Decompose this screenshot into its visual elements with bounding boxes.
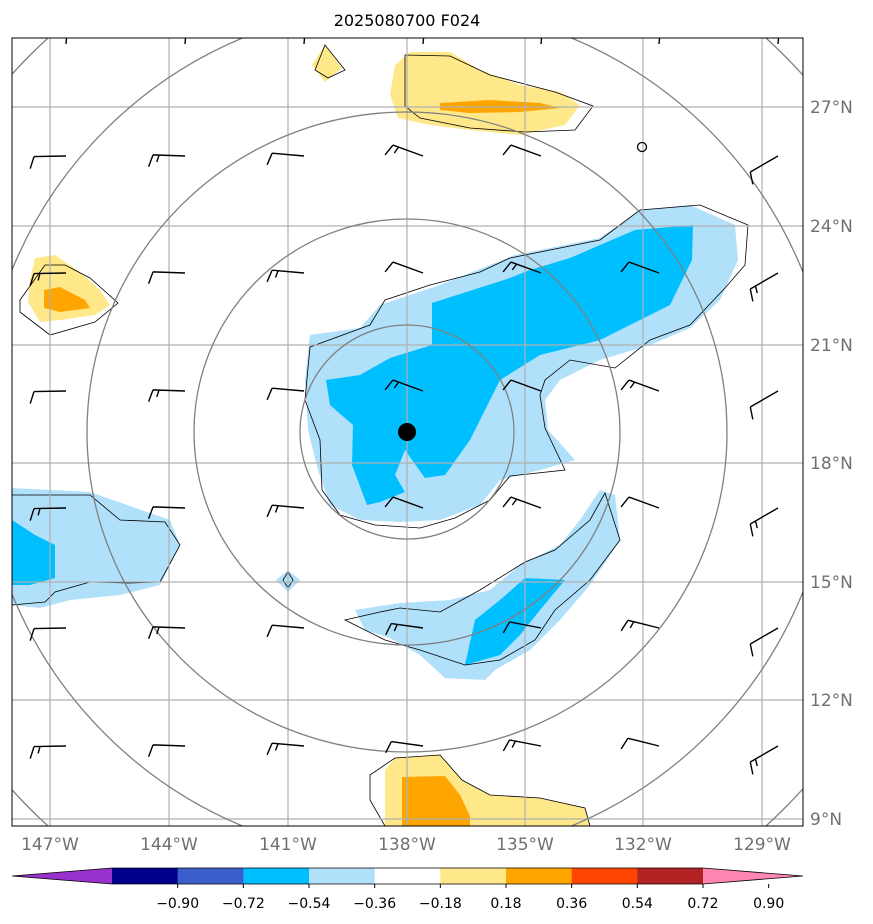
- wind-barb: [413, 38, 427, 45]
- lat-label: 9°N: [810, 810, 842, 830]
- wind-barb: [29, 390, 67, 404]
- wind-barb: [502, 496, 542, 509]
- wind-barb: [749, 627, 779, 657]
- wind-barb: [266, 624, 305, 638]
- wind-barb: [620, 261, 660, 274]
- wind-barb: [266, 269, 305, 283]
- colorbar-tick-label: −0.72: [222, 896, 265, 912]
- colorbar-segment: [440, 868, 507, 884]
- lat-label: 21°N: [810, 336, 853, 356]
- colorbar-tick-label: 0.18: [490, 896, 521, 912]
- map-title: 2025080700 F024: [334, 11, 481, 30]
- map-frame: [11, 37, 804, 827]
- wind-barb: [749, 390, 779, 420]
- lon-label: 141°W: [259, 835, 317, 855]
- blue-fields: [12, 225, 693, 665]
- wind-barb: [56, 38, 70, 45]
- wind-barbs: [29, 38, 782, 775]
- wind-barb: [266, 387, 305, 401]
- latitude-labels: 27°N 24°N 21°N 18°N 15°N 12°N 9°N: [810, 98, 853, 830]
- wind-barb: [266, 504, 305, 518]
- colorbar-segment: [177, 868, 244, 884]
- colorbar-segment: [571, 868, 638, 884]
- wind-barb: [147, 744, 186, 757]
- lat-label: 27°N: [810, 98, 853, 118]
- wind-barb: [147, 154, 186, 167]
- wind-barb: [620, 496, 660, 509]
- colorbar-tick-label: −0.90: [156, 896, 199, 912]
- wind-barb: [502, 144, 542, 157]
- wind-barb: [29, 627, 67, 641]
- colorbar-extend-low: [12, 868, 112, 884]
- wind-barb: [749, 272, 779, 302]
- colorbar-segment: [637, 868, 704, 884]
- colorbar-tick-label: −0.18: [419, 896, 462, 912]
- colorbar-tick-label: 0.36: [556, 896, 587, 912]
- wind-barb: [385, 622, 424, 636]
- lon-label: 132°W: [614, 835, 672, 855]
- colorbar-tick-label: 0.54: [622, 896, 653, 912]
- colorbar-segment: [374, 868, 441, 884]
- lat-label: 15°N: [810, 573, 853, 593]
- lat-label: 24°N: [810, 217, 853, 237]
- wind-barb: [147, 506, 186, 519]
- colorbar-segment: [243, 868, 310, 884]
- wind-barb: [384, 379, 424, 392]
- lon-label: 135°W: [496, 835, 554, 855]
- colorbar-outline: [11, 867, 804, 885]
- wind-barb: [29, 272, 67, 286]
- wind-barb: [294, 38, 308, 45]
- graticule: [12, 38, 803, 826]
- wind-barb: [502, 261, 542, 274]
- lon-label: 138°W: [378, 835, 436, 855]
- wind-barb: [29, 745, 67, 759]
- wind-barb: [620, 737, 660, 750]
- lon-label: 129°W: [733, 835, 791, 855]
- longitude-labels: 147°W 144°W 141°W 138°W 135°W 132°W 129°…: [21, 835, 791, 855]
- colorbar-tick-label: −0.36: [353, 896, 396, 912]
- wind-barb: [266, 152, 305, 166]
- wind-barb: [29, 155, 67, 169]
- colorbar: −0.90 −0.72 −0.54 −0.36 −0.18 0.18 0.36 0.54 0.7…: [11, 867, 804, 912]
- wind-barb: [266, 742, 305, 756]
- colorbar-tick-label: 0.72: [687, 896, 718, 912]
- wind-barb: [385, 740, 424, 754]
- colorbar-tick-label: −0.54: [288, 896, 331, 912]
- wind-barb: [768, 38, 782, 45]
- calm-wind-circle: [636, 141, 648, 153]
- colorbar-extend-high: [703, 868, 803, 884]
- wind-barb: [620, 379, 660, 392]
- orange-fields: [44, 100, 560, 826]
- wind-barb: [620, 619, 660, 632]
- wind-barb: [29, 507, 67, 521]
- wind-barb: [384, 144, 424, 157]
- colorbar-tick-label: 0.90: [753, 896, 784, 912]
- wind-barb: [147, 389, 186, 402]
- wind-barb: [749, 745, 779, 775]
- wind-barb: [147, 271, 186, 284]
- storm-center-marker: [398, 423, 416, 441]
- lat-label: 12°N: [810, 691, 853, 711]
- wind-barb: [502, 621, 542, 634]
- wind-barb: [749, 507, 779, 537]
- colorbar-segment: [112, 868, 179, 884]
- lon-label: 147°W: [21, 835, 79, 855]
- wind-barb: [531, 38, 545, 45]
- wind-barb: [649, 38, 663, 45]
- colorbar-segment: [506, 868, 573, 884]
- wind-barb: [502, 739, 542, 752]
- wind-barb: [749, 155, 779, 185]
- colorbar-segment: [309, 868, 376, 884]
- lat-label: 18°N: [810, 454, 853, 474]
- wind-barb: [384, 496, 424, 509]
- wind-barb: [384, 261, 424, 274]
- lon-label: 144°W: [140, 835, 198, 855]
- wind-barb: [502, 379, 542, 392]
- wind-barb: [175, 38, 189, 45]
- wind-barb: [147, 626, 186, 639]
